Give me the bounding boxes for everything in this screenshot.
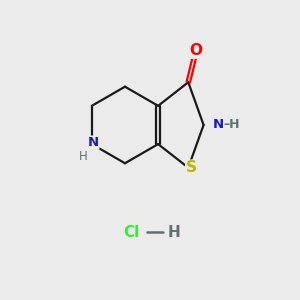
Text: H: H <box>79 150 88 163</box>
Text: O: O <box>190 43 202 58</box>
Text: Cl: Cl <box>123 225 140 240</box>
Text: N: N <box>88 136 99 149</box>
Text: H: H <box>168 225 180 240</box>
Text: S: S <box>186 160 197 175</box>
Text: N: N <box>212 118 224 131</box>
Text: –H: –H <box>224 118 240 131</box>
